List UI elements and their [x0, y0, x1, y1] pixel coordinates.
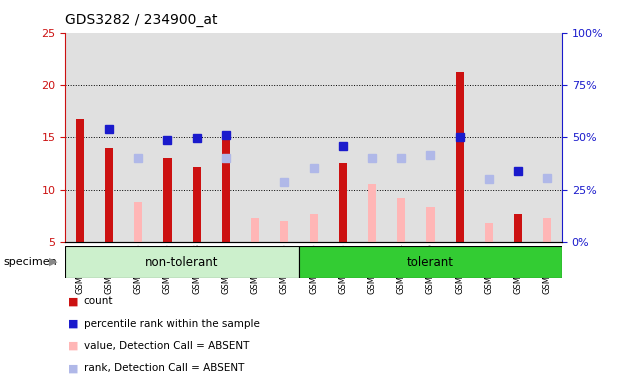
Bar	[368, 184, 376, 242]
Bar	[193, 167, 201, 242]
Text: count: count	[84, 296, 114, 306]
Bar	[485, 223, 493, 242]
Text: value, Detection Call = ABSENT: value, Detection Call = ABSENT	[84, 341, 249, 351]
Text: percentile rank within the sample: percentile rank within the sample	[84, 319, 260, 329]
Bar	[134, 202, 142, 242]
Text: ▶: ▶	[48, 257, 57, 267]
Bar	[222, 141, 230, 242]
Text: tolerant: tolerant	[407, 256, 454, 268]
Text: ■: ■	[68, 319, 79, 329]
Text: specimen: specimen	[3, 257, 57, 267]
Bar	[65, 246, 299, 278]
Bar	[514, 214, 522, 242]
Bar	[280, 221, 289, 242]
Bar	[543, 218, 551, 242]
Bar	[76, 119, 84, 242]
Bar	[427, 207, 435, 242]
Bar	[456, 73, 464, 242]
Bar	[299, 246, 562, 278]
Text: GDS3282 / 234900_at: GDS3282 / 234900_at	[65, 13, 218, 27]
Text: ■: ■	[68, 363, 79, 373]
Bar	[251, 218, 259, 242]
Text: rank, Detection Call = ABSENT: rank, Detection Call = ABSENT	[84, 363, 244, 373]
Bar	[105, 148, 113, 242]
Bar	[163, 158, 171, 242]
Bar	[338, 164, 347, 242]
Bar	[397, 198, 406, 242]
Text: non-tolerant: non-tolerant	[145, 256, 219, 268]
Bar	[309, 214, 318, 242]
Text: ■: ■	[68, 341, 79, 351]
Text: ■: ■	[68, 296, 79, 306]
